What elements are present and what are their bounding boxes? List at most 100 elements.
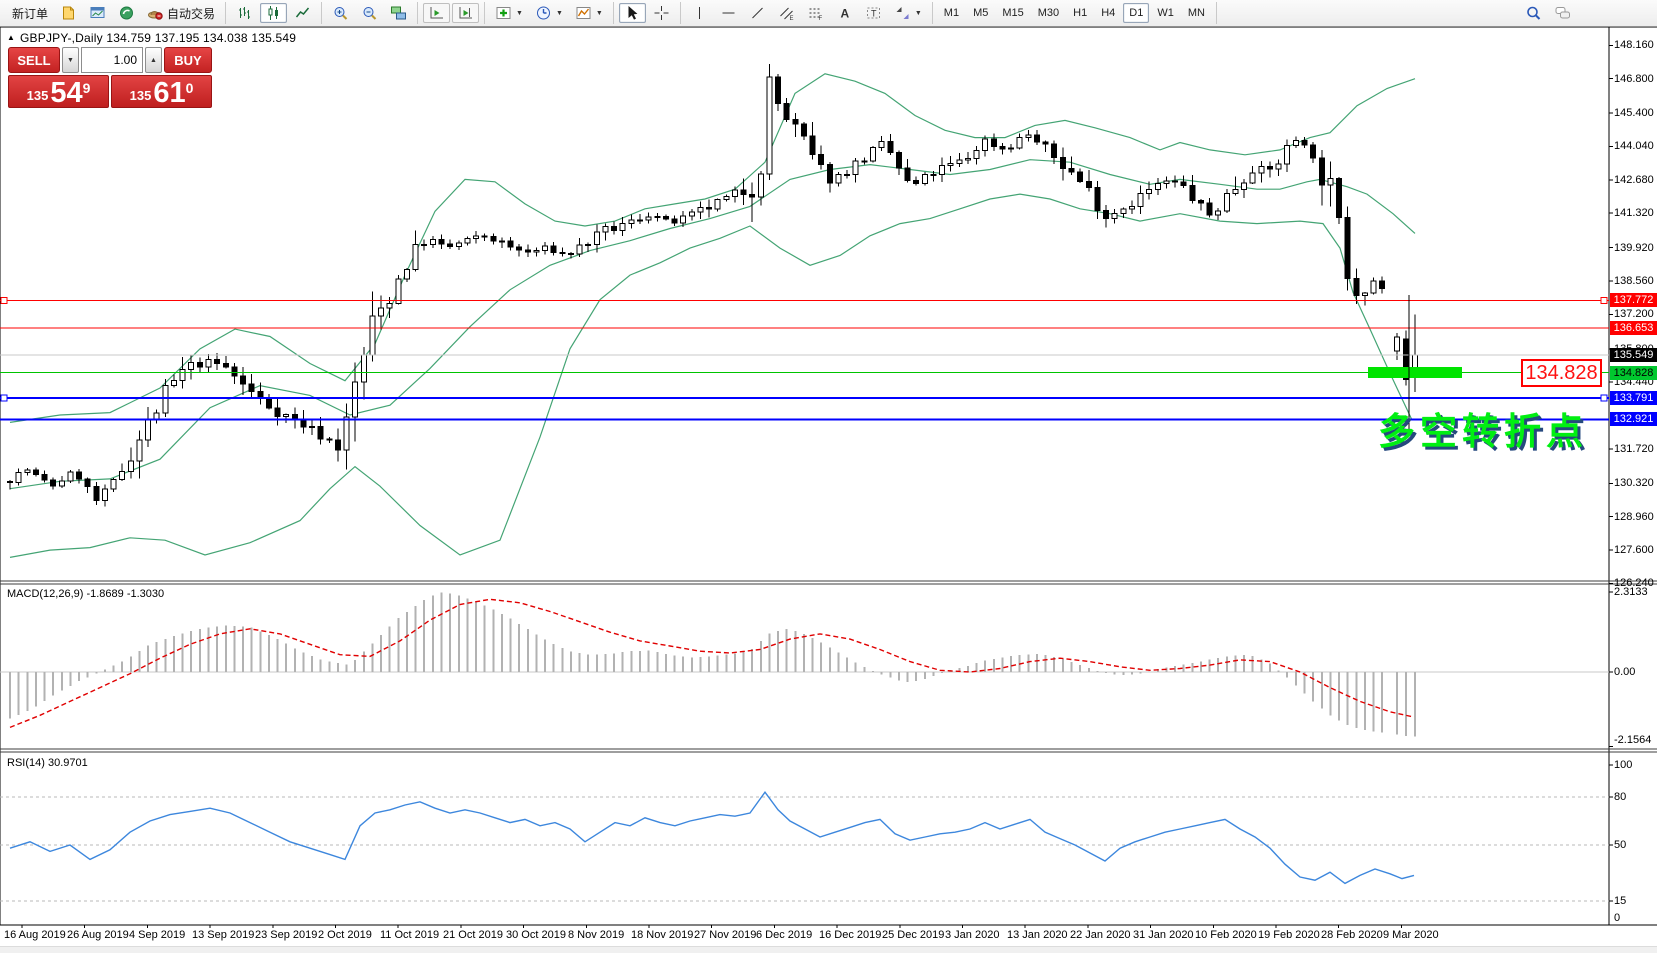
ask-price-display[interactable]: 135 61 0 [111,75,212,108]
arrows-button[interactable]: ▼ [889,3,927,23]
volume-up-button[interactable]: ▲ [145,47,162,73]
price-tick: 131.720 [1614,443,1654,455]
date-label: 2 Oct 2019 [318,929,372,941]
templates-button[interactable]: ▼ [570,3,608,23]
new-chart-icon-button[interactable] [55,3,82,23]
periods-button[interactable]: ▼ [530,3,568,23]
price-tick: 148.160 [1614,39,1654,51]
horizontal-line-button[interactable] [715,3,742,23]
chevron-down-icon[interactable]: ▼ [555,9,563,17]
main-toolbar: 新订单 自动交易 ▼ ▼ ▼ E F A T ▼ M1 M5 M15 M30 H1 H4 D1 W1 MN [0,0,1657,27]
zoom-out-button[interactable] [356,3,383,23]
macd-tick: -2.1564 [1614,734,1652,746]
hline-icon [720,5,737,21]
price-tick: 144.040 [1614,140,1654,152]
trendline-icon [749,5,766,21]
ask-prefix: 135 [129,88,152,103]
buy-button[interactable]: BUY [164,47,212,73]
date-label: 23 Sep 2019 [255,929,318,941]
search-button[interactable] [1520,3,1547,23]
bars-chart-button[interactable] [231,3,258,23]
indicators-button[interactable]: ▼ [490,3,528,23]
label-button[interactable]: T [860,3,887,23]
date-label: 25 Dec 2019 [882,929,945,941]
candlestick-chart-button[interactable] [260,3,288,23]
sell-button[interactable]: SELL [8,47,60,73]
timeframe-h4[interactable]: H4 [1095,3,1121,23]
date-label: 19 Feb 2020 [1258,929,1320,941]
fibonacci-button[interactable]: F [802,3,829,23]
price-badge: 132.921 [1610,412,1657,426]
vertical-line-button[interactable] [686,3,713,23]
rsi-tick: 80 [1614,791,1627,803]
price-annotation-box[interactable]: 134.828 [1521,359,1602,387]
rsi-tick: 0 [1614,912,1621,924]
rsi-tick: 15 [1614,895,1627,907]
ask-sup: 0 [185,80,194,96]
date-label: 10 Feb 2020 [1195,929,1257,941]
chevron-down-icon[interactable]: ▼ [516,9,523,17]
timeframe-m30[interactable]: M30 [1032,3,1065,23]
timeframe-m1[interactable]: M1 [938,3,965,23]
trendline-button[interactable] [744,3,771,23]
chevron-down-icon[interactable]: ▼ [914,9,922,17]
date-label: 13 Sep 2019 [192,929,255,941]
chat-button[interactable] [1549,3,1576,23]
tile-windows-button[interactable] [385,3,412,23]
text-button[interactable]: A [831,3,858,23]
svg-text:E: E [789,16,793,21]
chevron-down-icon[interactable]: ▼ [595,9,603,17]
ask-main: 61 [153,77,186,109]
chart-shift-button[interactable] [452,3,480,23]
price-badge: 137.772 [1610,293,1657,307]
chart-title: GBPJPY-,Daily 134.759 137.195 134.038 13… [20,31,297,45]
label-icon: T [865,5,882,21]
macd-tick: 0.00 [1614,666,1636,678]
timeframe-d1[interactable]: D1 [1123,3,1150,23]
one-click-trade-panel: SELL ▼ ▲ BUY 135 54 9 135 61 0 [8,47,212,108]
timeframe-mn[interactable]: MN [1182,3,1211,23]
cursor-button[interactable] [618,3,646,23]
price-tick: 141.320 [1614,207,1654,219]
vline-icon [691,5,708,21]
svg-text:F: F [818,16,822,21]
text-icon: A [836,5,853,21]
candles-icon [265,5,282,21]
timeframe-w1[interactable]: W1 [1151,3,1180,23]
bid-main: 54 [50,77,83,109]
indicators-icon [495,5,512,21]
channel-button[interactable]: E [773,3,800,23]
cursor-icon [624,5,641,21]
svg-text:A: A [840,7,849,21]
volume-down-button[interactable]: ▼ [62,47,79,73]
timeframe-m15[interactable]: M15 [996,3,1029,23]
bid-price-display[interactable]: 135 54 9 [8,75,109,108]
volume-input[interactable] [81,47,143,73]
profiles-icon-button[interactable] [84,3,111,23]
price-tick: 127.600 [1614,544,1654,556]
channel-icon: E [778,5,795,21]
crosshair-button[interactable] [648,3,675,23]
date-label: 16 Dec 2019 [819,929,882,941]
collapse-icon[interactable]: ▲ [7,33,15,42]
status-strip [0,946,1657,953]
zoom-in-button[interactable] [327,3,354,23]
turning-point-annotation[interactable]: 多空转折点 [1378,410,1588,453]
bars-icon [236,5,253,21]
auto-scroll-icon [428,5,445,21]
timeframe-m5[interactable]: M5 [967,3,994,23]
signals-icon-button[interactable] [113,3,140,23]
timeframe-h1[interactable]: H1 [1067,3,1093,23]
arrows-icon [894,5,911,21]
auto-scroll-button[interactable] [423,3,451,23]
line-chart-button[interactable] [289,3,316,23]
macd-label: MACD(12,26,9) -1.8689 -1.3030 [7,588,165,600]
date-label: 13 Jan 2020 [1007,929,1068,941]
new-order-button[interactable]: 新订单 [7,3,53,23]
price-tick: 130.320 [1614,477,1654,489]
price-tick: 142.680 [1614,174,1654,186]
macd-tick: 2.3133 [1614,586,1648,598]
bid-sup: 9 [82,80,91,96]
autotrading-button[interactable]: 自动交易 [142,3,220,23]
